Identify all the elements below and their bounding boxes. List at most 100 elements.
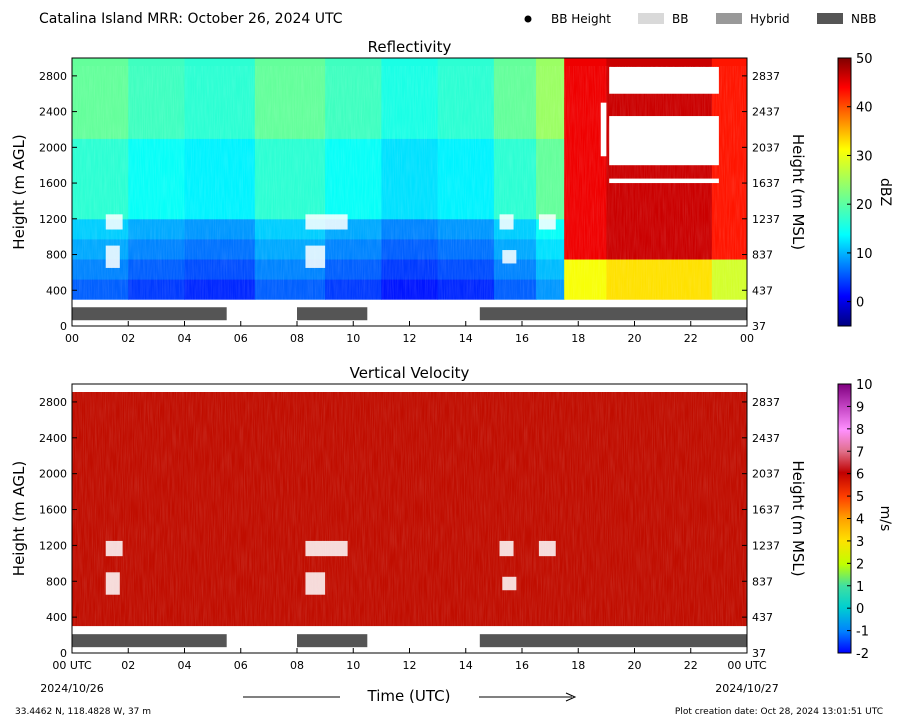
colorbar-tick-label: 9 (856, 400, 864, 415)
x-tick-label: 02 (121, 659, 135, 672)
y-tick-label-right: 1237 (752, 213, 780, 226)
legend-marker-bb-height (524, 15, 532, 23)
colorbar-tick-label: 8 (856, 423, 864, 438)
legend-label-nbb: NBB (851, 12, 876, 26)
x-tick-label: 10 (346, 659, 360, 672)
y-tick-label-right: 1237 (752, 539, 780, 552)
x-tick-label: 10 (346, 332, 360, 345)
x-tick-label: 22 (684, 332, 698, 345)
y-tick-label-left: 800 (46, 249, 67, 262)
colorbar-label: dBZ (877, 178, 893, 206)
x-tick-label: 20 (628, 332, 642, 345)
x-tick-label: 14 (459, 332, 473, 345)
x-tick-label: 22 (684, 659, 698, 672)
bb-type-bar-nbb (479, 634, 747, 648)
x-tick-label: 06 (234, 659, 248, 672)
colorbar-tick-label: -1 (856, 625, 869, 640)
y-tick-label-right: 1637 (752, 177, 780, 190)
x-tick-label: 18 (571, 659, 585, 672)
x-tick-label: 20 (628, 659, 642, 672)
legend-swatch-bb (638, 13, 664, 24)
colorbar-tick-label: 10 (856, 378, 873, 393)
x-date-label-start: 2024/10/26 (40, 682, 103, 695)
y-tick-label-left: 2400 (39, 106, 67, 119)
x-tick-label: 00 UTC (52, 659, 92, 672)
bb-type-bar-nbb (72, 307, 227, 321)
x-tick-label: 18 (571, 332, 585, 345)
vertical-velocity-panel: Vertical Velocity04008001200160020002400… (10, 364, 893, 695)
colorbar (837, 57, 852, 327)
x-tick-label: 16 (515, 659, 529, 672)
y-tick-label-right: 2837 (752, 70, 780, 83)
y-tick-label-right: 2037 (752, 468, 780, 481)
y-axis-label-right: Height (m MSL) (789, 134, 807, 250)
x-axis-label: Time (UTC) (367, 687, 451, 705)
y-tick-label-right: 837 (752, 249, 773, 262)
y-axis-label-left: Height (m AGL) (10, 461, 28, 576)
colorbar-tick-label: 4 (856, 513, 864, 528)
y-tick-label-right: 1637 (752, 504, 780, 517)
colorbar-tick-label: 6 (856, 468, 864, 483)
data-field (72, 392, 747, 627)
y-tick-label-left: 0 (60, 320, 67, 333)
y-tick-label-right: 437 (752, 611, 773, 624)
y-tick-label-left: 1200 (39, 213, 67, 226)
colorbar-tick-label: 1 (856, 580, 864, 595)
x-tick-label: 08 (290, 659, 304, 672)
y-tick-label-left: 2000 (39, 141, 67, 154)
bb-type-bar-nbb (297, 307, 368, 321)
colorbar-tick-label: 10 (856, 247, 873, 262)
y-tick-label-left: 0 (60, 647, 67, 660)
legend-swatch-hybrid (716, 13, 742, 24)
colorbar-tick-label: -2 (856, 647, 869, 662)
y-tick-label-right: 2437 (752, 432, 780, 445)
x-tick-label: 00 (65, 332, 79, 345)
y-tick-label-left: 2000 (39, 468, 67, 481)
legend-label-bb-height: BB Height (551, 12, 611, 26)
bb-legend: BB Height BB Hybrid NBB (524, 12, 876, 26)
colorbar-tick-label: 2 (856, 557, 864, 572)
y-tick-label-right: 37 (752, 647, 766, 660)
colorbar-tick-label: 0 (856, 602, 864, 617)
legend-label-hybrid: Hybrid (750, 12, 790, 26)
y-tick-label-right: 2837 (752, 396, 780, 409)
bb-type-bar-nbb (297, 634, 368, 648)
x-tick-label: 06 (234, 332, 248, 345)
streak-texture (72, 66, 747, 300)
legend-label-bb: BB (672, 12, 688, 26)
x-tick-label: 04 (178, 659, 192, 672)
creation-date-note: Plot creation date: Oct 28, 2024 13:01:5… (675, 707, 883, 717)
colorbar-tick-label: 20 (856, 198, 873, 213)
colorbar-tick-label: 0 (856, 296, 864, 311)
x-tick-label: 08 (290, 332, 304, 345)
panel-title: Vertical Velocity (350, 364, 470, 382)
y-tick-label-left: 800 (46, 575, 67, 588)
y-tick-label-right: 37 (752, 320, 766, 333)
x-tick-label: 14 (459, 659, 473, 672)
colorbar-label: m/s (877, 506, 893, 532)
y-axis-label-left: Height (m AGL) (10, 134, 28, 249)
data-field (72, 58, 748, 300)
legend-swatch-nbb (817, 13, 843, 24)
bb-type-bar-nbb (72, 634, 227, 648)
y-tick-label-left: 1200 (39, 539, 67, 552)
x-axis-label-group: Time (UTC) (243, 687, 577, 705)
colorbar-tick-label: 30 (856, 149, 873, 164)
x-tick-label: 02 (121, 332, 135, 345)
figure-title: Catalina Island MRR: October 26, 2024 UT… (39, 11, 343, 27)
x-date-label-end: 2024/10/27 (715, 682, 778, 695)
y-tick-label-right: 2437 (752, 106, 780, 119)
y-tick-label-left: 400 (46, 611, 67, 624)
colorbar-tick-label: 40 (856, 101, 873, 116)
y-tick-label-left: 1600 (39, 504, 67, 517)
streak-texture (72, 392, 747, 627)
x-tick-label: 12 (403, 659, 417, 672)
panel-title: Reflectivity (368, 38, 452, 56)
colorbar-tick-label: 50 (856, 52, 873, 67)
colorbar-tick-label: 5 (856, 490, 864, 505)
x-tick-label: 04 (178, 332, 192, 345)
x-tick-label: 16 (515, 332, 529, 345)
y-tick-label-right: 437 (752, 284, 773, 297)
right-arrow-head-icon (565, 692, 577, 702)
